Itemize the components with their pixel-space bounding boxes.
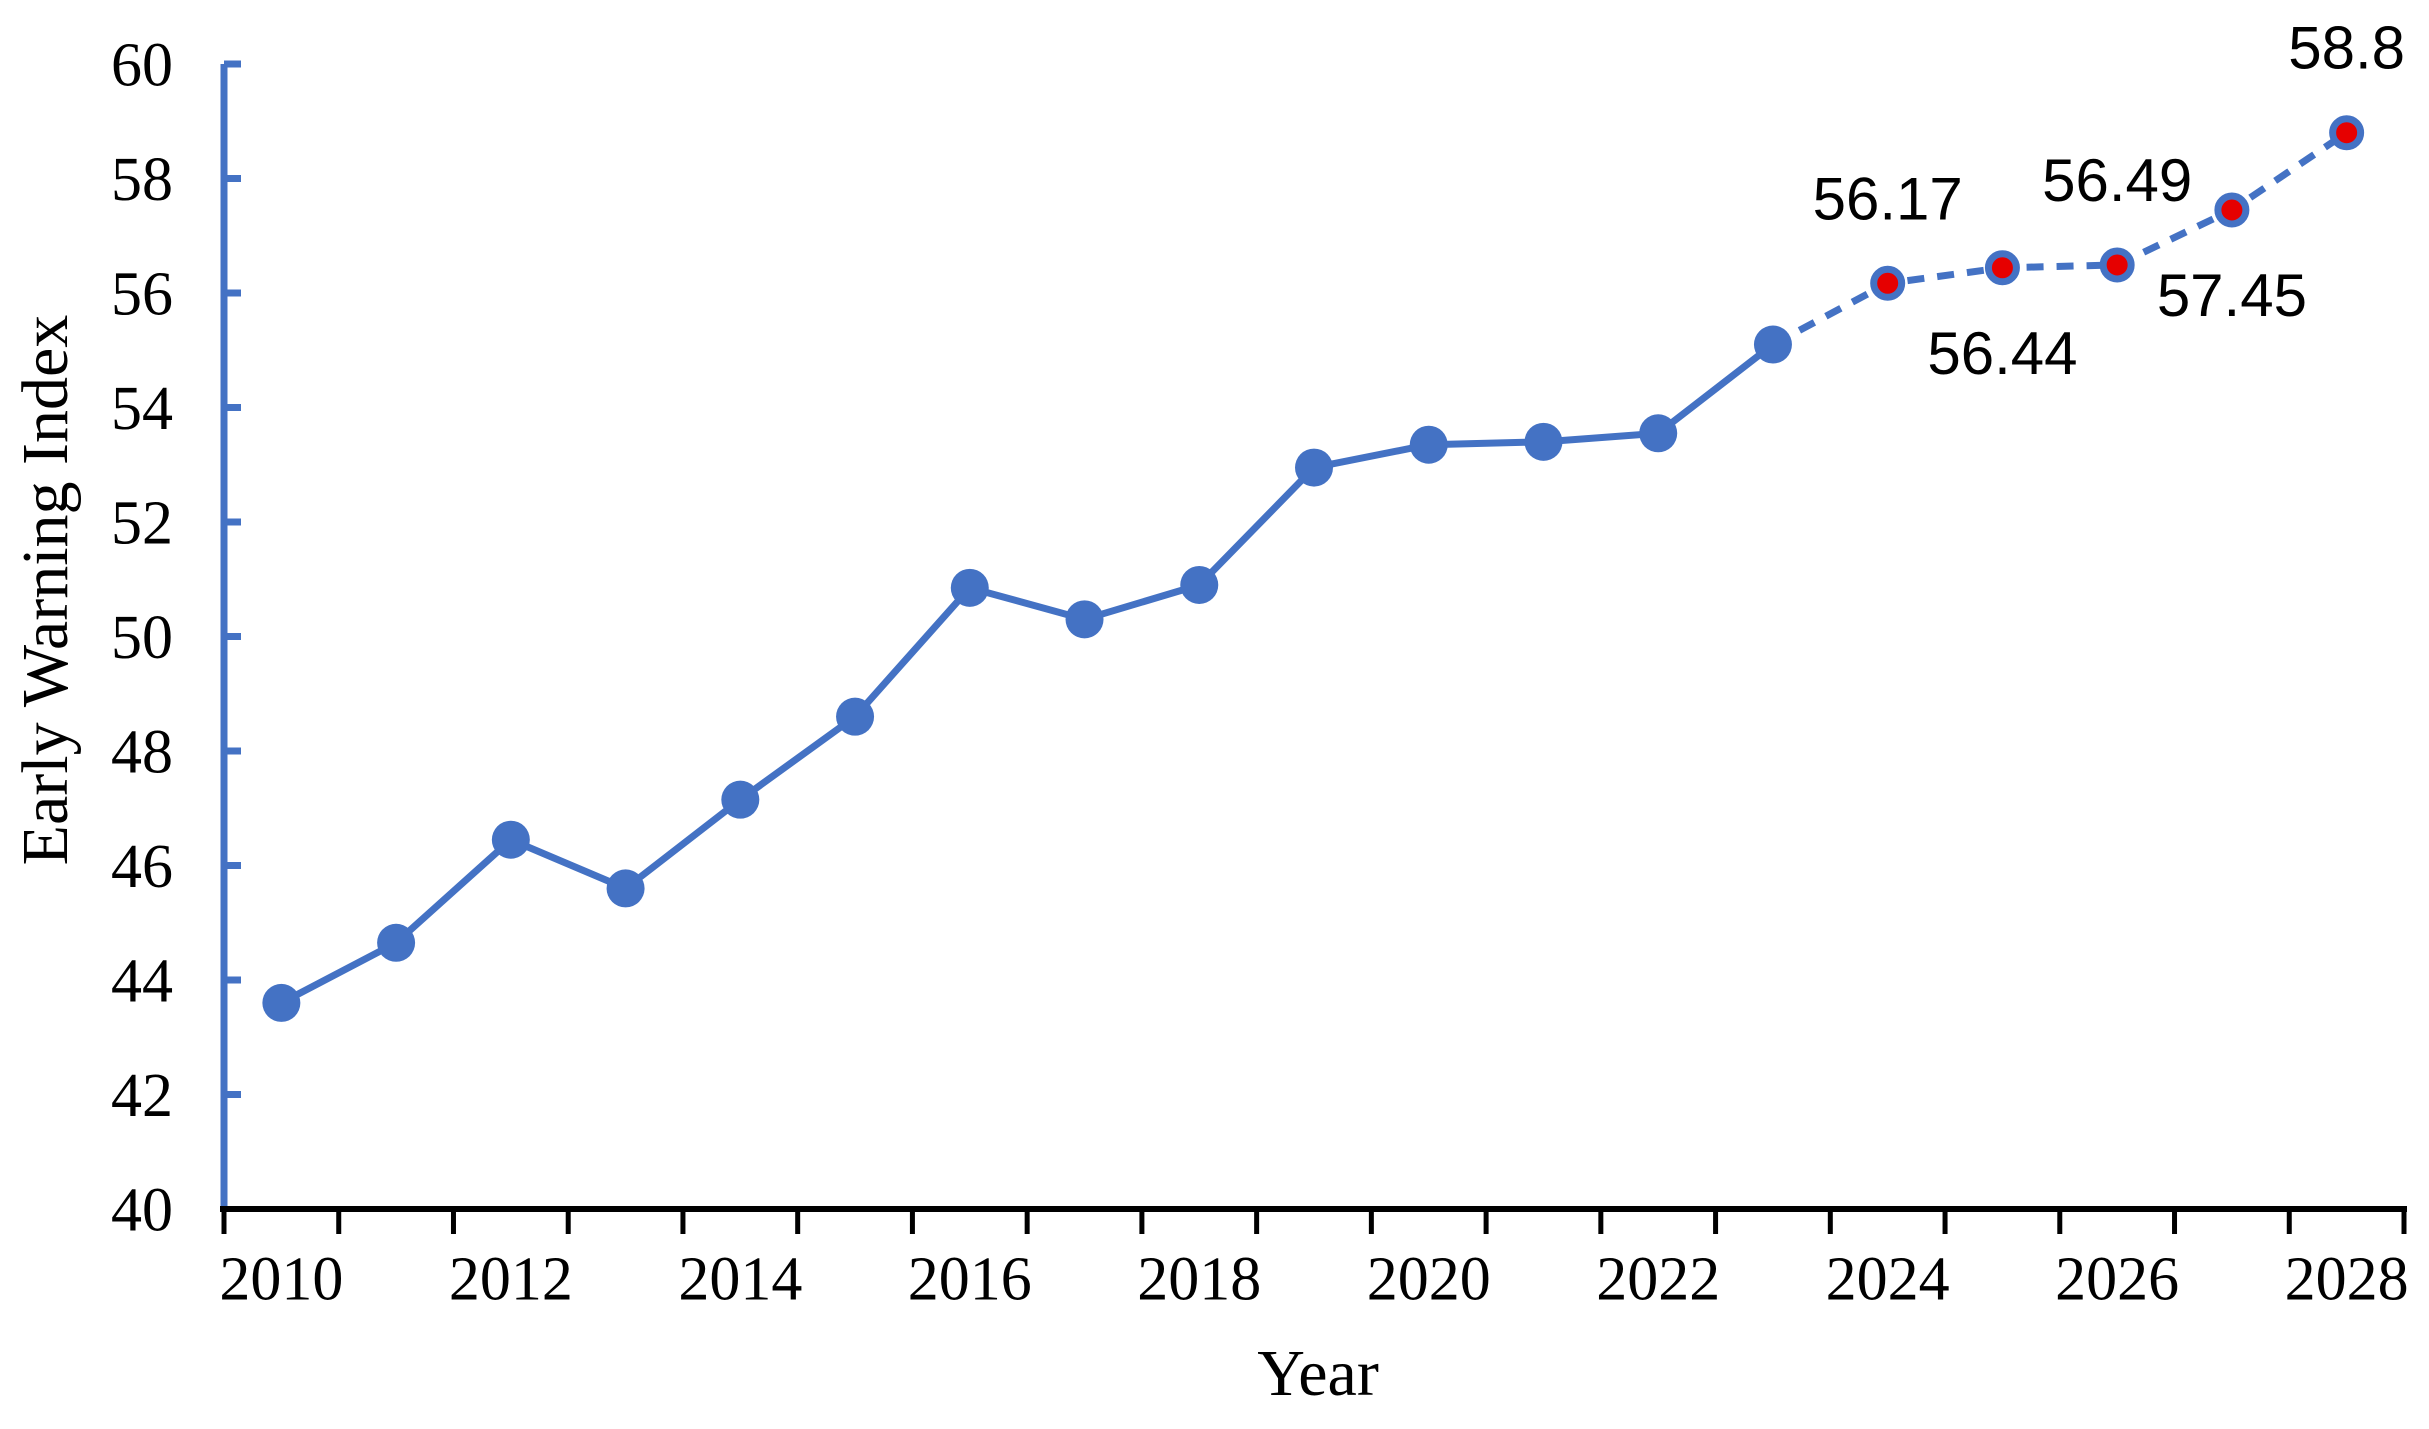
- x-tick-label: 2026: [2055, 1246, 2179, 1314]
- x-tick-label: 2028: [2285, 1246, 2409, 1314]
- x-tick-label: 2022: [1596, 1246, 1720, 1314]
- observed-point: [1639, 414, 1678, 453]
- y-tick-label: 46: [111, 833, 173, 901]
- y-tick-label: 52: [111, 490, 173, 558]
- data-label: 56.49: [2042, 147, 2192, 214]
- x-tick-label: 2012: [449, 1246, 573, 1314]
- forecast-point: [1870, 265, 1906, 301]
- x-tick-label: 2020: [1367, 1246, 1491, 1314]
- y-tick-label: 54: [111, 375, 173, 443]
- x-axis-title: Year: [1257, 1337, 1379, 1410]
- observed-point: [1065, 600, 1104, 639]
- y-tick-label: 50: [111, 604, 173, 672]
- forecast-point: [1984, 250, 2020, 286]
- x-tick-label: 2018: [1137, 1246, 1261, 1314]
- y-tick-label: 58: [111, 146, 173, 214]
- observed-point: [491, 820, 530, 859]
- observed-point: [721, 780, 760, 819]
- observed-point: [1524, 422, 1563, 461]
- y-tick-label: 42: [111, 1062, 173, 1130]
- y-axis-title: Early Warning Index: [9, 314, 82, 866]
- forecast-point: [2099, 247, 2135, 283]
- x-tick-label: 2016: [908, 1246, 1032, 1314]
- x-tick-label: 2010: [219, 1246, 343, 1314]
- data-label: 56.44: [1927, 320, 2077, 387]
- data-label: 57.45: [2157, 262, 2307, 329]
- observed-point: [1753, 325, 1792, 364]
- data-label: 56.17: [1813, 165, 1963, 232]
- observed-point: [606, 869, 645, 908]
- observed-point: [950, 568, 989, 607]
- observed-point: [262, 983, 301, 1022]
- observed-line: [279, 341, 1776, 1007]
- observed-point: [377, 923, 416, 962]
- y-tick-label: 48: [111, 719, 173, 787]
- y-tick-label: 44: [111, 948, 173, 1016]
- y-tick-label: 56: [111, 261, 173, 329]
- forecast-dashed-line: [1771, 129, 2349, 348]
- x-tick-label: 2024: [1826, 1246, 1950, 1314]
- observed-point: [1295, 448, 1333, 487]
- y-tick-label: 40: [111, 1177, 173, 1245]
- observed-point: [1409, 425, 1448, 464]
- forecast-point: [2329, 115, 2365, 151]
- data-label: 58.8: [2288, 15, 2405, 82]
- observed-point: [1180, 565, 1219, 604]
- x-tick-label: 2014: [678, 1246, 802, 1314]
- forecast-point: [2214, 192, 2250, 228]
- observed-point: [836, 697, 875, 736]
- y-tick-label: 60: [111, 32, 173, 100]
